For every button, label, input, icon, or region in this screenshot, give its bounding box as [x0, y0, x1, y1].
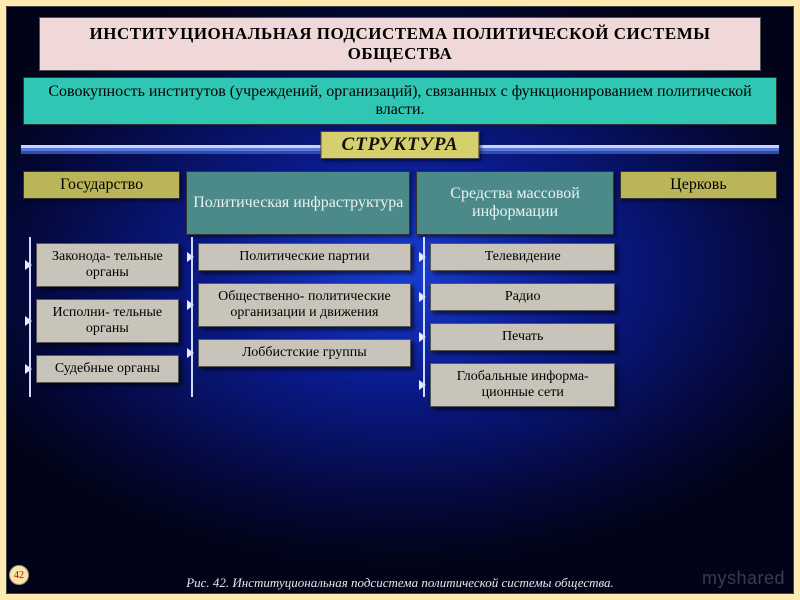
item-box: Радио: [430, 283, 615, 311]
list-item: Телевидение: [419, 243, 615, 271]
list-item: Судебные органы: [25, 355, 179, 383]
column-church: [621, 243, 777, 407]
item-box: Лоббистские группы: [198, 339, 411, 367]
slide-subtitle: Совокупность институтов (учреждений, орг…: [23, 77, 777, 125]
item-box: Политические партии: [198, 243, 411, 271]
column-infra: Политические партии Общественно- политич…: [185, 243, 411, 407]
watermark: myshared: [702, 568, 785, 589]
list-item: Исполни- тельные органы: [25, 299, 179, 343]
category-infra: Политическая инфраструктура: [186, 171, 410, 235]
category-row: Государство Политическая инфраструктура …: [21, 171, 779, 235]
figure-caption: Рис. 42. Институциональная подсистема по…: [7, 575, 793, 591]
category-state: Государство: [23, 171, 180, 199]
item-box: Общественно- политические организации и …: [198, 283, 411, 327]
list-item: Печать: [419, 323, 615, 351]
item-box: Телевидение: [430, 243, 615, 271]
connector-line: [29, 237, 31, 397]
item-box: Печать: [430, 323, 615, 351]
slide-surface: ИНСТИТУЦИОНАЛЬНАЯ ПОДСИСТЕМА ПОЛИТИЧЕСКО…: [6, 6, 794, 594]
slide-title: ИНСТИТУЦИОНАЛЬНАЯ ПОДСИСТЕМА ПОЛИТИЧЕСКО…: [39, 17, 761, 71]
column-state: Законода- тельные органы Исполни- тельны…: [23, 243, 179, 407]
list-item: Политические партии: [187, 243, 411, 271]
item-box: Глобальные информа- ционные сети: [430, 363, 615, 407]
item-box: Судебные органы: [36, 355, 179, 383]
column-media: Телевидение Радио Печать Глобальные инфо…: [417, 243, 615, 407]
category-church: Церковь: [620, 171, 777, 199]
list-item: Общественно- политические организации и …: [187, 283, 411, 327]
structure-label: СТРУКТУРА: [320, 131, 479, 159]
item-box: Исполни- тельные органы: [36, 299, 179, 343]
columns-area: Законода- тельные органы Исполни- тельны…: [21, 243, 779, 407]
list-item: Радио: [419, 283, 615, 311]
structure-divider: СТРУКТУРА: [21, 133, 779, 161]
connector-line: [423, 237, 425, 397]
category-media: Средства массовой информации: [416, 171, 613, 235]
list-item: Глобальные информа- ционные сети: [419, 363, 615, 407]
list-item: Лоббистские группы: [187, 339, 411, 367]
item-box: Законода- тельные органы: [36, 243, 179, 287]
outer-frame: ИНСТИТУЦИОНАЛЬНАЯ ПОДСИСТЕМА ПОЛИТИЧЕСКО…: [0, 0, 800, 600]
list-item: Законода- тельные органы: [25, 243, 179, 287]
connector-line: [191, 237, 193, 397]
